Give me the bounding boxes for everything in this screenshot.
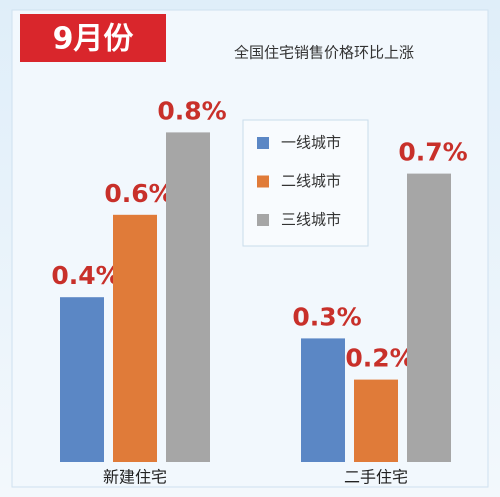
- legend-label: 一线城市: [281, 134, 341, 152]
- value-label: 0.4%: [51, 261, 120, 290]
- value-label: 0.2%: [345, 344, 414, 373]
- chart-subtitle: 全国住宅销售价格环比上涨: [234, 44, 414, 62]
- value-label: 0.8%: [157, 96, 226, 125]
- value-label: 0.7%: [398, 138, 467, 167]
- x-tick-label: 二手住宅: [344, 468, 408, 487]
- bar: [407, 173, 451, 462]
- chart-title: 9月份: [53, 22, 134, 57]
- bar: [301, 338, 345, 462]
- bar: [113, 214, 157, 462]
- value-label: 0.6%: [104, 179, 173, 208]
- legend-swatch: [257, 175, 269, 188]
- title-tab: [20, 14, 166, 62]
- value-label: 0.3%: [292, 302, 361, 331]
- legend-label: 二线城市: [281, 172, 341, 190]
- x-tick-label: 新建住宅: [103, 468, 167, 487]
- bar: [166, 132, 210, 462]
- legend-swatch: [257, 214, 269, 226]
- legend-label: 三线城市: [281, 211, 341, 229]
- bar: [60, 297, 104, 462]
- bar: [354, 379, 398, 462]
- legend-swatch: [257, 137, 269, 149]
